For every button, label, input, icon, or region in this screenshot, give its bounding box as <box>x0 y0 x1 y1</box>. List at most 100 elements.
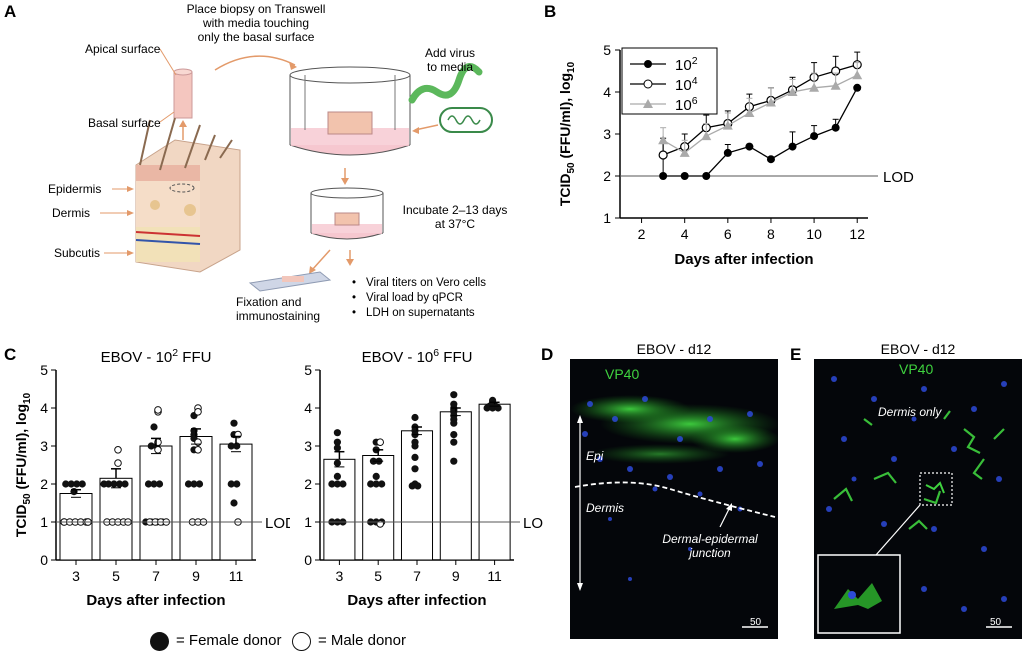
data-point <box>853 83 862 92</box>
data-point <box>450 431 458 439</box>
x-axis-title: Days after infection <box>674 251 813 268</box>
x-tick-label: 9 <box>452 568 460 584</box>
open-circle-icon <box>292 632 311 651</box>
data-point <box>144 480 153 488</box>
data-point <box>230 419 238 427</box>
data-point <box>190 480 198 488</box>
incubate-label: Incubate 2–13 days at 37°C <box>402 203 508 231</box>
x-tick-label: 9 <box>192 568 200 584</box>
data-point <box>333 438 341 446</box>
data-point <box>679 147 690 157</box>
panel-e-micrograph <box>814 359 1022 639</box>
data-point <box>333 472 341 480</box>
basal-surface-label: Basal surface <box>88 116 161 130</box>
data-point <box>411 453 419 461</box>
panel-c-bar-chart-low-dose: EBOV - 102 FFU 0 1 2 3 4 5 3 5 7 9 11 LOD Days after … <box>13 348 290 609</box>
virus-illustration <box>408 63 493 134</box>
x-tick-label: 2 <box>638 226 646 242</box>
y-tick-label: 3 <box>603 126 611 142</box>
data-point <box>67 480 75 488</box>
y-tick-label: 4 <box>304 400 312 416</box>
x-tick-label: 5 <box>374 568 382 584</box>
svg-text:TCID50 (FFU/ml), log10: TCID50 (FFU/ml), log10 <box>13 392 33 537</box>
y-axis-title: TCID50 (FFU/ml), log10 <box>557 61 577 206</box>
legend-entry: 102 <box>675 55 698 74</box>
donor-legend: = Female donor = Male donor <box>150 632 490 652</box>
panel-label-d: D <box>541 345 554 364</box>
data-point <box>450 438 458 446</box>
data-point <box>150 480 158 488</box>
data-point <box>702 172 711 180</box>
data-point <box>328 480 336 488</box>
lod-label: LOD <box>523 515 544 532</box>
panel-d-stain-label: VP40 <box>605 366 640 382</box>
series-line <box>663 87 858 177</box>
bar <box>478 403 511 561</box>
data-point <box>722 120 733 130</box>
panel-c-bar-chart-high-dose: EBOV - 106 FFU 0 1 2 3 4 5 3 5 7 9 11 LOD Days after … <box>304 348 544 609</box>
data-point <box>333 444 341 452</box>
bar <box>179 436 213 561</box>
data-point <box>376 438 384 446</box>
y-tick-label: 1 <box>40 514 48 530</box>
x-tick-label: 10 <box>806 226 822 242</box>
data-point <box>450 419 458 427</box>
apical-surface-label: Apical surface <box>85 42 161 56</box>
x-tick-label: 3 <box>72 568 80 584</box>
data-point <box>483 404 491 412</box>
data-point <box>809 82 820 92</box>
lod-label: LOD <box>883 169 914 186</box>
data-point <box>73 480 81 488</box>
data-point <box>659 172 668 180</box>
legend-marker <box>643 79 653 89</box>
panel-d-dermis-label: Dermis <box>586 501 624 515</box>
data-point <box>450 391 458 399</box>
data-point <box>115 480 124 488</box>
panel-d-micrograph <box>570 359 778 639</box>
data-point <box>378 480 386 488</box>
readout-list: Viral titers on Vero cells Viral load by… <box>352 276 486 321</box>
y-tick-label: 5 <box>40 362 48 378</box>
y-tick-label: 4 <box>40 400 48 416</box>
data-point <box>233 480 241 488</box>
data-point <box>658 135 669 145</box>
data-point <box>194 408 202 416</box>
data-point <box>333 459 341 467</box>
readout-item: LDH on supernatants <box>352 306 486 321</box>
data-point <box>372 472 380 480</box>
fixation-label: Fixation and immunostaining <box>236 295 321 323</box>
x-tick-label: 5 <box>112 568 120 584</box>
x-tick-label: 11 <box>487 568 502 584</box>
data-point <box>408 482 416 490</box>
dermis-label: Dermis <box>52 206 90 220</box>
data-point <box>154 446 162 454</box>
panel-a-illustration <box>100 48 493 292</box>
y-tick-label: 2 <box>40 476 48 492</box>
transwell-large-illustration <box>289 66 411 156</box>
data-point <box>114 446 122 454</box>
legend-box <box>621 47 718 115</box>
data-point <box>450 457 458 465</box>
legend-entry: 106 <box>675 95 698 114</box>
data-point <box>333 480 341 488</box>
data-point <box>494 404 502 412</box>
data-point <box>658 150 668 160</box>
panel-label-a: A <box>4 2 17 21</box>
microscope-slide-illustration <box>248 271 332 292</box>
legend-marker <box>644 60 652 68</box>
male-donor-label: = Male donor <box>318 632 406 649</box>
data-point <box>195 480 204 488</box>
panel-d-title: EBOV - d12 <box>636 341 712 357</box>
data-point <box>114 459 122 467</box>
data-point <box>766 155 775 164</box>
data-point <box>227 480 235 488</box>
data-point <box>723 148 732 157</box>
x-tick-label: 4 <box>681 226 689 242</box>
x-tick-label: 7 <box>152 568 160 584</box>
data-point <box>787 87 798 96</box>
data-point <box>230 499 238 507</box>
data-point <box>372 480 380 488</box>
svg-text:TCID50 (FFU/ml), log10: TCID50 (FFU/ml), log10 <box>557 61 577 206</box>
data-point <box>184 480 193 488</box>
